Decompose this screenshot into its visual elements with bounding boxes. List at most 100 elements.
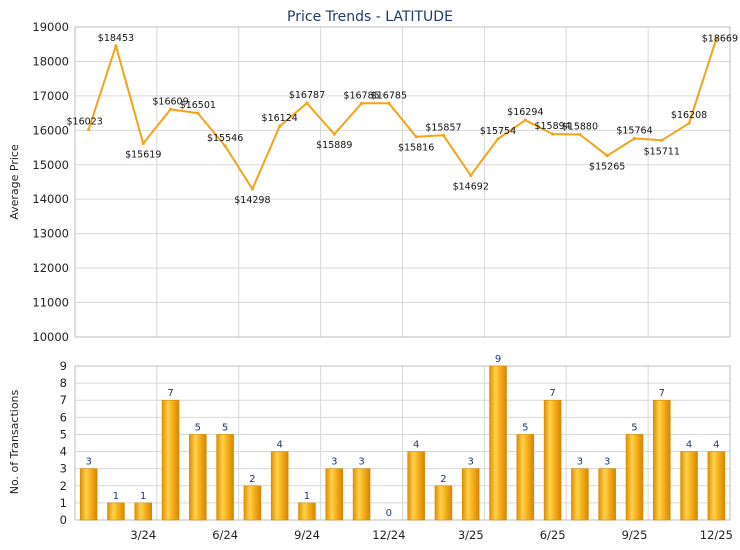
transactions-y-tick-label: 1 [60,496,67,510]
price-data-label: $15619 [125,149,161,160]
price-point [660,138,664,142]
transactions-chart-area: 0 1 2 3 4 5 6 7 8 9 3/24 6/24 9/24 12/24 3/25 6/25 9/25 1… [60,354,733,542]
price-point [523,118,527,122]
transaction-count-label: 4 [413,440,419,451]
price-data-label: $16208 [671,110,707,121]
transaction-count-label: 7 [549,388,555,399]
price-point [278,124,282,128]
price-y-tick-label: 10000 [32,330,69,344]
transaction-count-label: 0 [386,508,392,519]
transaction-count-label: 3 [85,457,91,468]
price-point [87,127,91,132]
transaction-bar [325,468,344,521]
transaction-count-label: 5 [522,422,528,433]
transaction-count-label: 4 [713,440,719,451]
transaction-bar [352,468,371,521]
transaction-count-label: 4 [686,440,692,451]
price-point [605,154,609,158]
transactions-y-axis-title: No. of Transactions [8,389,21,494]
transaction-bar [434,485,453,521]
transaction-bar [489,365,507,521]
price-point [387,101,391,105]
price-data-label: $15857 [425,122,461,133]
price-point [141,141,145,146]
price-series-line [87,38,718,190]
price-data-label: $15265 [589,162,625,173]
transactions-y-tick-label: 6 [60,410,67,424]
price-point [551,132,555,136]
transaction-bar [270,451,289,521]
transactions-y-tick-label: 4 [60,445,67,459]
transaction-count-label: 3 [604,457,610,468]
price-point [114,44,118,48]
price-point [168,107,173,111]
price-point [441,133,446,137]
price-data-label: $16785 [371,90,407,101]
transaction-count-label: 3 [331,457,337,468]
x-tick-label: 6/24 [212,528,238,542]
transaction-bar [79,468,98,521]
transaction-count-label: 2 [440,474,446,485]
price-data-label: $15894 [534,121,570,132]
transaction-bar [461,468,480,521]
transactions-plot-frame [74,365,731,521]
transaction-count-label: 3 [358,457,364,468]
transaction-bar [243,485,262,521]
price-data-label: $15764 [616,125,652,136]
transaction-bar [407,451,425,521]
price-y-tick-label: 14000 [32,192,69,206]
price-point [305,101,309,105]
price-chart-area: 10000 11000 12000 13000 14000 15000 16000 17000… [32,20,738,344]
transaction-bar [571,468,589,521]
transaction-count-label: 9 [495,354,501,365]
price-data-label: $14692 [453,181,489,192]
price-y-axis-title: Average Price [8,144,21,220]
price-y-tick-label: 13000 [32,227,69,241]
transaction-bar [216,434,234,521]
transaction-count-label: 5 [195,422,201,433]
price-data-label: $15880 [562,121,598,132]
transaction-count-label: 1 [113,491,119,502]
transactions-y-tick-label: 7 [60,393,67,407]
price-point [414,135,418,139]
x-tick-label: 9/24 [294,528,320,542]
price-y-tick-label: 17000 [32,89,69,103]
price-point [632,136,637,141]
price-data-label: $14298 [234,195,270,206]
price-point [714,36,718,41]
transaction-bar [707,451,726,521]
x-tick-label: 3/24 [130,528,156,542]
transaction-count-label: 3 [468,457,474,468]
price-data-label: $18669 [702,33,738,44]
transaction-count-label: 7 [167,388,173,399]
transaction-count-label: 4 [277,440,283,451]
transaction-bar [516,434,535,521]
transaction-bar [107,502,125,521]
transaction-count-label: 5 [631,422,637,433]
price-data-label: $16787 [289,90,325,101]
transaction-bar [189,434,207,521]
price-y-tick-label: 12000 [32,261,69,275]
transaction-count-label: 2 [249,474,255,485]
transaction-bar [161,399,180,521]
price-data-label: $16124 [262,113,298,124]
price-data-label: $15754 [480,126,516,137]
price-point [496,137,500,141]
transactions-y-tick-label: 0 [60,513,67,527]
price-y-tick-label: 11000 [32,296,69,310]
x-tick-label: 3/25 [458,528,484,542]
price-point [196,111,200,115]
x-tick-label: 12/25 [700,528,733,542]
price-point [223,144,227,148]
price-point [687,121,691,125]
price-y-tick-label: 15000 [32,158,69,172]
transaction-count-label: 1 [304,491,310,502]
price-point [359,101,364,105]
price-point [578,132,582,137]
price-point [469,173,473,177]
transaction-bar [625,434,644,521]
price-data-label: $16785 [343,90,379,101]
transactions-y-tick-label: 9 [60,359,67,373]
